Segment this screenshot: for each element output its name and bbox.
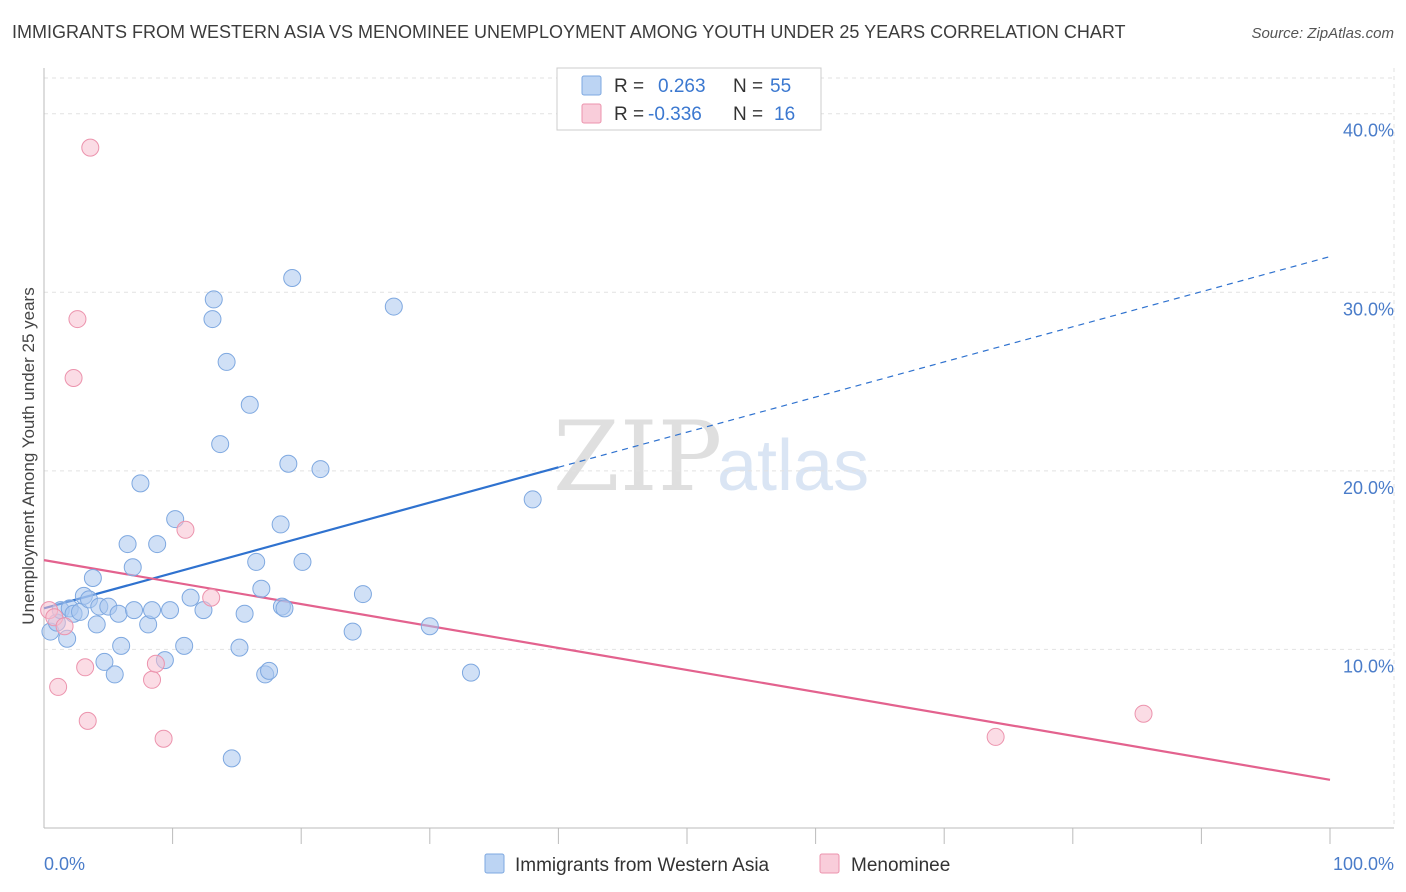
point-immigrants bbox=[87, 615, 106, 634]
point-menominee bbox=[143, 670, 162, 689]
series-legend-swatch-pink bbox=[819, 853, 840, 874]
point-menominee bbox=[81, 138, 100, 157]
point-immigrants bbox=[222, 749, 241, 768]
axes bbox=[43, 68, 1394, 844]
point-immigrants bbox=[203, 310, 222, 329]
point-immigrants bbox=[260, 661, 279, 680]
y-axis-label: Unemployment Among Youth under 25 years bbox=[19, 287, 38, 624]
point-menominee bbox=[176, 520, 195, 539]
y-tick-label: 10.0% bbox=[1343, 656, 1394, 676]
legend-n-label: N = bbox=[733, 104, 763, 125]
series-legend-label: Menominee bbox=[851, 855, 950, 876]
point-immigrants bbox=[420, 617, 439, 636]
x-tick-label-min: 0.0% bbox=[44, 854, 85, 874]
legend-swatch-pink bbox=[581, 103, 602, 124]
x-tick-label-max: 100.0% bbox=[1333, 854, 1394, 874]
series-legend-label: Immigrants from Western Asia bbox=[515, 855, 770, 876]
point-immigrants bbox=[118, 535, 137, 554]
point-immigrants bbox=[523, 490, 542, 509]
point-immigrants bbox=[83, 569, 102, 587]
point-immigrants bbox=[112, 636, 131, 655]
point-immigrants bbox=[283, 269, 302, 287]
point-immigrants bbox=[125, 601, 144, 620]
point-immigrants bbox=[343, 622, 362, 641]
point-menominee bbox=[64, 369, 83, 387]
point-immigrants bbox=[293, 552, 312, 571]
stats-legend: R = 0.263 N = 55 R = -0.336 N = 16 bbox=[556, 67, 822, 131]
point-immigrants bbox=[230, 638, 249, 657]
y-tick-label: 20.0% bbox=[1343, 478, 1394, 498]
point-immigrants bbox=[235, 604, 254, 623]
point-immigrants bbox=[148, 535, 167, 554]
point-immigrants bbox=[461, 663, 480, 682]
trend-line-immigrants bbox=[43, 466, 559, 610]
chart-source: Source: ZipAtlas.com bbox=[1251, 25, 1394, 42]
data-points bbox=[40, 138, 1153, 768]
point-immigrants bbox=[271, 515, 290, 534]
legend-swatch-blue bbox=[581, 75, 602, 96]
point-immigrants bbox=[240, 395, 259, 414]
y-tick-label: 30.0% bbox=[1343, 299, 1394, 319]
point-menominee bbox=[154, 729, 173, 748]
point-immigrants bbox=[143, 601, 162, 620]
point-immigrants bbox=[384, 297, 403, 316]
point-immigrants bbox=[275, 599, 294, 618]
point-menominee bbox=[986, 727, 1005, 746]
point-menominee bbox=[49, 677, 68, 696]
point-immigrants bbox=[123, 558, 142, 577]
watermark-zip: ZIP bbox=[553, 401, 722, 513]
point-immigrants bbox=[109, 604, 128, 623]
point-menominee bbox=[68, 310, 87, 329]
point-immigrants bbox=[95, 652, 114, 671]
legend-r-value: 0.263 bbox=[658, 76, 706, 97]
point-immigrants bbox=[131, 474, 150, 493]
point-immigrants bbox=[252, 579, 271, 598]
point-menominee bbox=[76, 658, 95, 677]
legend-r-label: R = bbox=[614, 76, 644, 97]
point-menominee bbox=[1134, 704, 1153, 723]
point-menominee bbox=[55, 617, 74, 636]
point-immigrants bbox=[311, 460, 330, 479]
point-immigrants bbox=[247, 552, 266, 571]
trend-line-menominee bbox=[43, 559, 1331, 781]
point-menominee bbox=[202, 588, 221, 607]
point-immigrants bbox=[279, 454, 298, 473]
legend-r-label: R = bbox=[614, 104, 644, 125]
watermark: ZIP atlas bbox=[553, 401, 869, 513]
trend-line-extension bbox=[558, 255, 1331, 468]
point-immigrants bbox=[181, 588, 200, 607]
watermark-atlas: atlas bbox=[717, 426, 869, 506]
point-menominee bbox=[78, 711, 97, 730]
point-immigrants bbox=[175, 636, 194, 655]
point-immigrants bbox=[217, 352, 236, 371]
point-immigrants bbox=[105, 665, 124, 684]
legend-n-value: 16 bbox=[774, 104, 795, 125]
point-immigrants bbox=[204, 290, 223, 309]
trend-lines bbox=[43, 255, 1331, 781]
series-legend-swatch-blue bbox=[484, 853, 505, 874]
legend-n-label: N = bbox=[733, 76, 763, 97]
point-immigrants bbox=[161, 601, 180, 620]
point-immigrants bbox=[211, 435, 230, 454]
chart-title: IMMIGRANTS FROM WESTERN ASIA VS MENOMINE… bbox=[12, 22, 1126, 42]
legend-r-value: -0.336 bbox=[648, 104, 702, 125]
legend-n-value: 55 bbox=[770, 76, 791, 97]
point-menominee bbox=[146, 654, 165, 673]
point-immigrants bbox=[353, 585, 372, 604]
y-tick-label: 40.0% bbox=[1343, 121, 1394, 141]
series-legend: Immigrants from Western Asia Menominee bbox=[484, 853, 950, 876]
